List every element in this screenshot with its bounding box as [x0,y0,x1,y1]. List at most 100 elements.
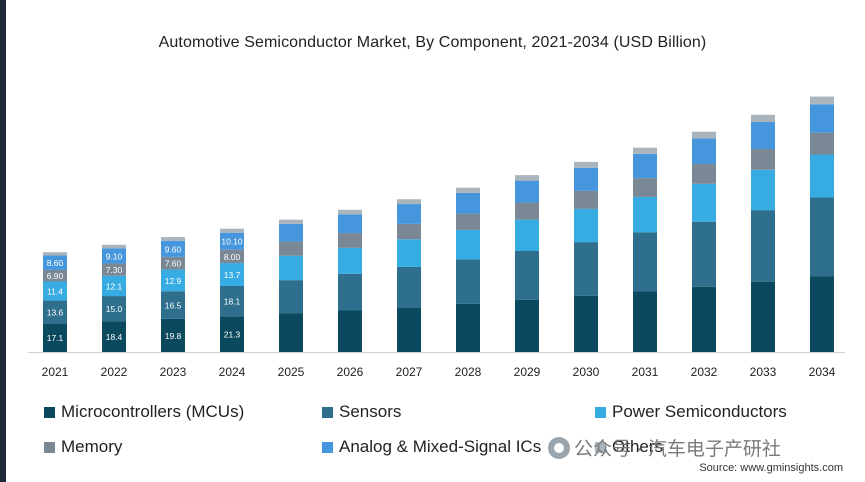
bar-2032-series-2 [692,183,716,222]
bar-2025-series-0 [279,313,303,352]
bar-2025-series-1 [279,280,303,314]
bar-2024-series-5 [220,228,244,233]
data-label-2023-series-4: 9.60 [165,244,182,254]
data-label-2024-series-1: 18.1 [224,297,241,307]
legend-item-memory: Memory [44,437,122,457]
legend-swatch-others [595,441,606,453]
bar-2028-series-1 [456,259,480,304]
x-tick-label-2026: 2026 [337,365,364,379]
bar-2024-series-2 [220,263,244,287]
bar-2029-series-4 [515,180,539,203]
x-tick-label-2021: 2021 [42,365,69,379]
bar-2032-series-5 [692,131,716,139]
data-label-2023-series-1: 16.5 [165,301,182,311]
bar-2024-series-3 [220,249,244,264]
legend-swatch-power [595,406,606,418]
bar-2030-series-2 [574,208,598,243]
bar-2030-series-4 [574,167,598,191]
bar-2033-series-5 [751,114,775,123]
bar-2024-series-4 [220,232,244,250]
bar-2022-series-4 [102,248,126,264]
bar-2027-series-5 [397,199,421,205]
data-label-2021-series-3: 6.90 [47,271,64,281]
bar-2029-series-5 [515,175,539,181]
bar-2025-series-3 [279,241,303,256]
bar-2026-series-5 [338,209,362,215]
data-label-2024-series-4: 10.10 [221,237,243,247]
bar-2028-series-5 [456,187,480,193]
bar-2030-series-3 [574,190,598,209]
data-label-2021-series-4: 8.60 [47,258,64,268]
bar-2022-series-2 [102,275,126,297]
left-edge-bar [0,0,6,482]
bar-2022-series-0 [102,321,126,352]
bar-2034-series-4 [810,104,834,133]
x-tick-label-2027: 2027 [396,365,423,379]
bar-2021-series-3 [43,269,67,282]
data-label-2023-series-3: 7.60 [165,259,182,269]
bar-2023-series-0 [161,318,185,352]
stacked-bar-chart: 17.1 13.6 11.4 6.90 8.60 2021 18.4 15.0 12.1 7.30… [28,96,845,379]
legend-label-memory: Memory [61,437,123,456]
bar-2026-series-4 [338,214,362,234]
bar-2032-series-1 [692,221,716,287]
legend-item-analog: Analog & Mixed-Signal ICs [322,437,541,457]
legend-label-mcus: Microcontrollers (MCUs) [61,402,245,421]
bar-2033-series-4 [751,122,775,149]
bar-2021-series-5 [43,252,67,256]
x-tick-label-2028: 2028 [455,365,482,379]
bar-2032-series-4 [692,138,716,165]
bar-2031-series-4 [633,153,657,179]
legend-swatch-sensors [322,406,333,418]
chart-title: Automotive Semiconductor Market, By Comp… [158,34,707,51]
data-label-2023-series-0: 19.8 [165,331,182,341]
bar-2022-series-5 [102,244,126,249]
bar-2027-series-2 [397,239,421,267]
bar-2027-series-1 [397,266,421,308]
bar-2028-series-0 [456,303,480,352]
legend-label-others: Others [612,437,664,456]
source-note: Source: www.gminsights.com [699,462,843,474]
bar-2033-series-2 [751,169,775,211]
data-label-2022-series-3: 7.30 [106,265,123,275]
bar-2029-series-3 [515,202,539,220]
x-tick-label-2029: 2029 [514,365,541,379]
watermark-text: 公众号 · 汽车电子产研社 [574,439,781,460]
bar-2031-series-3 [633,178,657,197]
data-label-2022-series-1: 15.0 [106,304,123,314]
data-label-2023-series-2: 12.9 [165,276,182,286]
legend-item-others: Others [595,437,663,457]
bar-2023-series-2 [161,269,185,292]
bar-2023-series-5 [161,237,185,241]
data-label-2024-series-2: 13.7 [224,270,241,280]
bar-2031-series-5 [633,147,657,154]
bar-2024-series-0 [220,316,244,352]
bar-2029-series-2 [515,219,539,251]
bar-2028-series-4 [456,192,480,214]
bar-2027-series-3 [397,223,421,240]
bar-2021-series-4 [43,255,67,270]
bar-2034-series-2 [810,154,834,198]
legend-label-sensors: Sensors [339,402,402,421]
x-tick-label-2033: 2033 [750,365,777,379]
legend-item-mcus: Microcontrollers (MCUs) [44,402,244,422]
data-label-2022-series-0: 18.4 [106,332,123,342]
bar-2031-series-1 [633,232,657,292]
legend-item-sensors: Sensors [322,402,401,422]
bar-2028-series-2 [456,229,480,260]
bar-2027-series-4 [397,204,421,224]
bar-2029-series-1 [515,250,539,300]
bar-2032-series-0 [692,286,716,352]
bar-2027-series-0 [397,307,421,352]
x-tick-label-2022: 2022 [101,365,128,379]
bar-2034-series-1 [810,197,834,277]
bar-2021-series-0 [43,323,67,352]
bar-2029-series-0 [515,299,539,352]
bar-2026-series-0 [338,310,362,352]
bar-2031-series-0 [633,291,657,352]
bar-2024-series-1 [220,286,244,317]
bar-2034-series-0 [810,276,834,352]
bar-2023-series-3 [161,256,185,270]
bar-2033-series-1 [751,210,775,282]
bar-2033-series-3 [751,148,775,170]
